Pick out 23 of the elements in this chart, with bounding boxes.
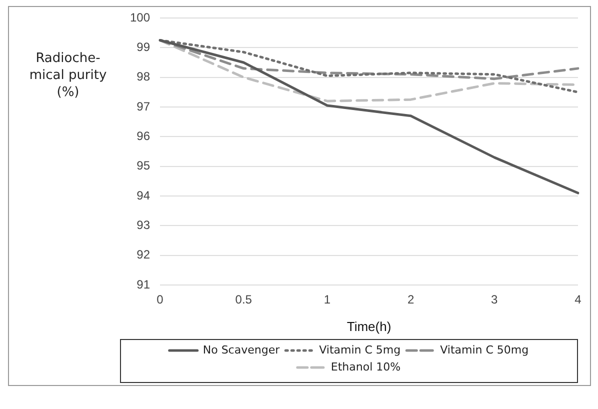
- x-tick-label: 3: [491, 292, 498, 307]
- y-tick-label: 97: [136, 99, 150, 114]
- y-tick-label: 96: [136, 128, 150, 143]
- x-tick-label: 0.5: [235, 292, 252, 307]
- y-axis-title: Radioche- mical purity (%): [28, 50, 108, 101]
- legend-label: No Scavenger: [202, 343, 280, 356]
- x-axis-title: Time(h): [346, 318, 392, 334]
- y-tick-label: 94: [136, 188, 150, 202]
- x-tick-label: 2: [407, 292, 414, 307]
- x-tick-label: 0: [156, 292, 164, 307]
- y-tick-label: 95: [136, 158, 150, 173]
- y-tick-label: 93: [136, 218, 150, 232]
- legend-label: Ethanol 10%: [330, 360, 401, 374]
- legend-label: Vitamin C 50mg: [440, 343, 529, 356]
- y-tick-label: 100: [130, 10, 150, 24]
- y-tick-label: 99: [136, 40, 150, 54]
- x-tick-label: 1: [324, 292, 331, 307]
- legend-label: Vitamin C 5mg: [319, 343, 401, 356]
- y-tick-label: 92: [136, 248, 150, 262]
- y-tick-label: 91: [136, 277, 150, 292]
- line-series: [158, 39, 580, 80]
- x-tick-label: 4: [574, 292, 582, 307]
- y-tick-label: 98: [136, 70, 150, 84]
